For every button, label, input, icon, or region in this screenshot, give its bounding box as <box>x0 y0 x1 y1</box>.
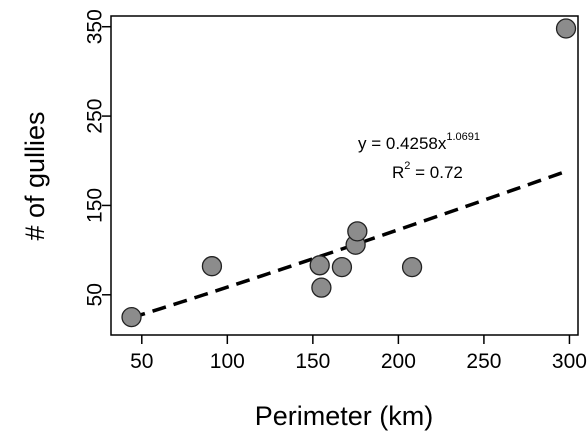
data-point <box>331 256 353 278</box>
data-point <box>401 256 423 278</box>
equation-label: y = 0.4258x1.0691 <box>358 131 480 153</box>
x-tick-label: 200 <box>381 350 416 373</box>
y-tick-label: 150 <box>84 188 107 223</box>
y-tick-label: 250 <box>84 99 107 134</box>
plot-frame <box>110 15 579 336</box>
x-tick-label: 300 <box>552 350 587 373</box>
r-squared-label: R2 = 0.72 <box>392 160 463 182</box>
y-tick-label: 50 <box>84 283 107 306</box>
y-axis: 50 150 250 350 <box>84 9 111 306</box>
x-axis-title: Perimeter (km) <box>255 401 434 431</box>
data-points <box>121 18 577 328</box>
x-axis: 50 100 150 200 250 300 <box>130 335 587 373</box>
data-point <box>121 306 142 328</box>
data-point <box>347 221 368 242</box>
data-point <box>201 256 223 277</box>
x-tick-label: 150 <box>295 350 330 373</box>
y-axis-title: # of gullies <box>20 111 50 240</box>
data-point <box>311 277 332 298</box>
x-tick-label: 100 <box>210 350 245 373</box>
x-tick-label: 250 <box>466 350 501 373</box>
y-tick-label: 350 <box>84 9 107 44</box>
x-tick-label: 50 <box>130 350 153 373</box>
data-point <box>309 255 330 276</box>
data-point <box>555 18 577 39</box>
